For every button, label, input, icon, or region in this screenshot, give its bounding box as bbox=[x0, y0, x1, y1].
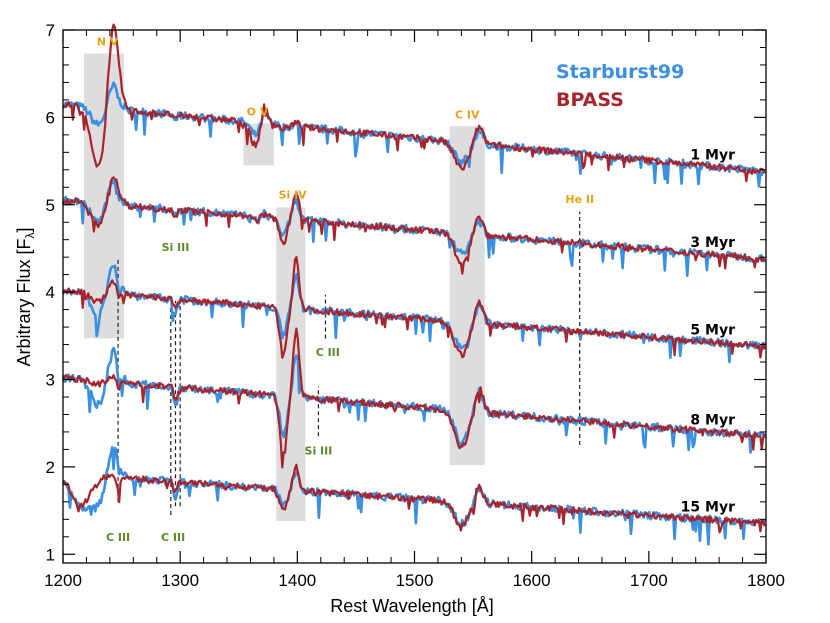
ion-label-2: Si IV bbox=[279, 189, 308, 202]
ion-label-9: C III bbox=[161, 531, 185, 544]
dashed-line-markers bbox=[117, 211, 581, 515]
ion-label-3: C IV bbox=[455, 108, 480, 121]
y-tick-label-6: 6 bbox=[46, 108, 55, 127]
spectrum-starburst99-8-myr bbox=[61, 346, 766, 454]
y-tick-label-2: 2 bbox=[46, 458, 55, 477]
ion-label-6: C III bbox=[316, 346, 340, 359]
age-label-1: 3 Myr bbox=[690, 235, 735, 251]
ion-label-4: He II bbox=[565, 193, 594, 206]
x-tick-label-1200: 1200 bbox=[44, 571, 82, 590]
spectrum-starburst99-5-myr bbox=[61, 264, 766, 364]
x-axis-title: Rest Wavelength [Å] bbox=[330, 596, 493, 616]
spectrum-bpass-3-myr bbox=[62, 176, 766, 275]
y-axis-title-subscript: λ bbox=[23, 233, 37, 239]
x-tick-label-1400: 1400 bbox=[278, 571, 316, 590]
ion-label-8: C III bbox=[106, 531, 130, 544]
spectrum-bpass-8-myr bbox=[62, 327, 766, 469]
axis-ticks: 1200 1300 1400 1500 1600 1700 1800 1 2 3 4 5 6 7 bbox=[44, 21, 785, 590]
spectrum-bpass-15-myr bbox=[62, 463, 766, 534]
age-label-0: 1 Myr bbox=[690, 148, 735, 164]
x-tick-label-1600: 1600 bbox=[513, 571, 551, 590]
legend-bpass: BPASS bbox=[556, 89, 624, 111]
age-label-2: 5 Myr bbox=[690, 322, 735, 338]
shaded-region-2 bbox=[276, 207, 306, 522]
x-tick-label-1300: 1300 bbox=[161, 571, 199, 590]
y-tick-label-3: 3 bbox=[46, 371, 55, 390]
spectrum-bpass-1-myr bbox=[62, 23, 766, 183]
y-tick-label-5: 5 bbox=[46, 196, 55, 215]
y-tick-label-7: 7 bbox=[46, 21, 55, 40]
spectra-series bbox=[61, 23, 766, 546]
age-label-3: 8 Myr bbox=[690, 412, 735, 428]
y-tick-label-4: 4 bbox=[46, 283, 55, 302]
ion-label-1: O V bbox=[247, 106, 269, 119]
ion-annotations: N V O V Si IV C IV He II Si III C III Si III C I… bbox=[97, 36, 594, 544]
x-tick-label-1500: 1500 bbox=[396, 571, 434, 590]
ion-label-7: Si III bbox=[305, 445, 333, 458]
y-axis-title-close: ] bbox=[14, 227, 34, 232]
y-tick-label-1: 1 bbox=[46, 545, 55, 564]
ion-label-0: N V bbox=[97, 36, 119, 49]
x-tick-label-1800: 1800 bbox=[747, 571, 785, 590]
y-axis-title: Arbitrary Flux [Fλ] bbox=[14, 227, 37, 366]
legend-starburst99: Starburst99 bbox=[556, 61, 684, 83]
age-labels: 1 Myr 3 Myr 5 Myr 8 Myr 15 Myr bbox=[681, 148, 735, 516]
spectrum-bpass-5-myr bbox=[62, 256, 766, 359]
ion-label-5: Si III bbox=[162, 241, 190, 254]
shaded-region-3 bbox=[449, 126, 485, 466]
spectrum-starburst99-15-myr bbox=[62, 445, 766, 546]
spectrum-starburst99-3-myr bbox=[61, 179, 766, 278]
x-tick-label-1700: 1700 bbox=[630, 571, 668, 590]
age-label-4: 15 Myr bbox=[681, 500, 735, 516]
